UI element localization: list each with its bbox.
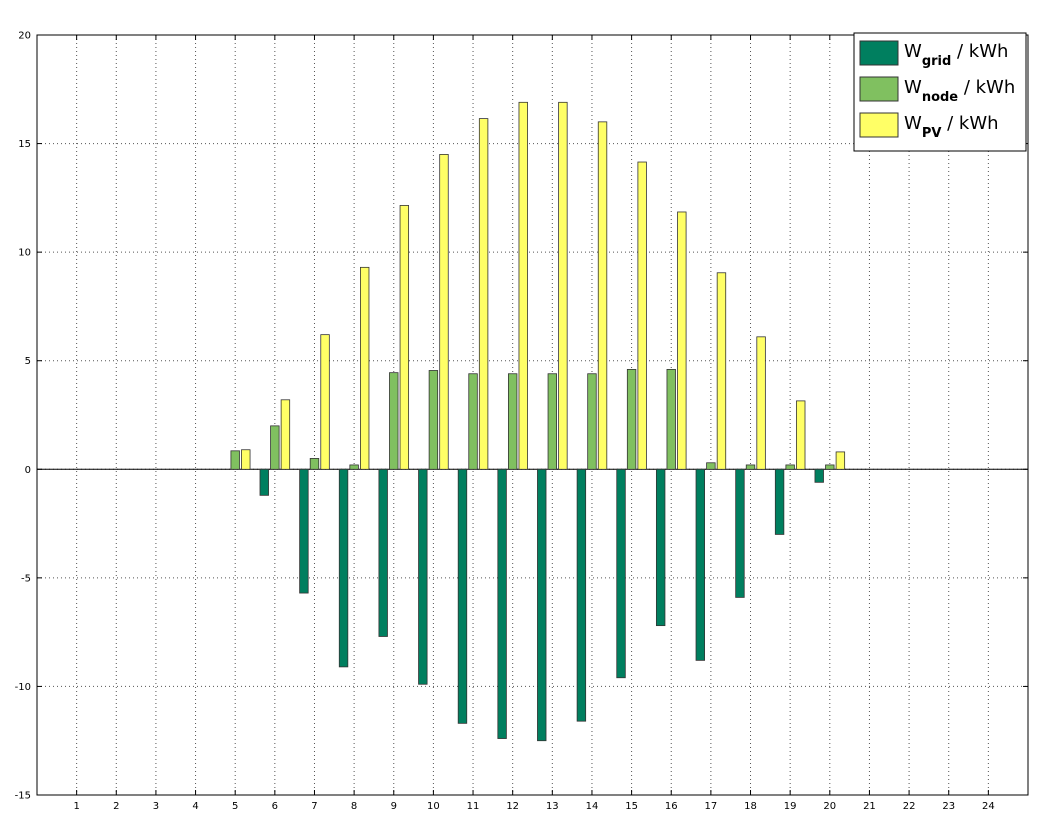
bar-grid-9 xyxy=(378,468,388,637)
bar-node-15 xyxy=(626,368,637,470)
bar-pv-11 xyxy=(478,118,489,470)
y-tick-label: 10 xyxy=(18,248,31,259)
bar-pv-14 xyxy=(597,121,608,470)
x-tick-label: 15 xyxy=(625,801,638,812)
x-tick-label: 4 xyxy=(192,801,198,812)
bar-pv-13 xyxy=(558,101,568,470)
bar-grid-17 xyxy=(695,468,705,661)
bar-grid-13 xyxy=(537,468,547,742)
bar-pv-8 xyxy=(360,266,370,470)
bar-grid-19 xyxy=(774,468,785,535)
bar-pv-10 xyxy=(439,154,449,470)
legend-label-grid: Wgrid / kWh xyxy=(904,41,1008,69)
bar-node-5 xyxy=(230,450,240,470)
legend-swatch-grid xyxy=(859,40,899,66)
bar-pv-6 xyxy=(280,399,291,470)
bar-grid-11 xyxy=(457,468,468,724)
y-tick-label: 15 xyxy=(18,139,31,150)
bar-pv-7 xyxy=(320,334,330,470)
bar-pv-16 xyxy=(677,211,687,470)
x-tick-label: 1 xyxy=(73,801,79,812)
bar-grid-8 xyxy=(338,468,349,668)
x-tick-label: 3 xyxy=(153,801,159,812)
x-tick-label: 11 xyxy=(467,801,480,812)
y-tick-label: -10 xyxy=(15,682,31,693)
bar-node-13 xyxy=(547,373,558,470)
legend: Wgrid / kWh Wnode / kWh WPV / kWh xyxy=(853,32,1027,152)
bar-node-14 xyxy=(587,373,597,470)
y-tick-label: -15 xyxy=(15,791,31,802)
x-tick-label: 2 xyxy=(113,801,119,812)
plot-frame xyxy=(36,34,1029,796)
y-tick-label: -5 xyxy=(21,573,31,584)
bar-grid-14 xyxy=(576,468,587,722)
bar-node-10 xyxy=(428,370,439,470)
x-tick-label: 9 xyxy=(391,801,397,812)
bar-pv-12 xyxy=(518,101,528,470)
bar-grid-12 xyxy=(497,468,507,739)
x-tick-label: 12 xyxy=(506,801,519,812)
bar-pv-18 xyxy=(756,336,766,470)
bar-grid-7 xyxy=(299,468,309,594)
bar-grid-16 xyxy=(655,468,666,627)
bar-pv-19 xyxy=(796,400,806,470)
x-tick-label: 8 xyxy=(351,801,357,812)
x-tick-label: 24 xyxy=(982,801,995,812)
x-tick-label: 22 xyxy=(903,801,916,812)
legend-swatch-node xyxy=(859,76,899,102)
y-tick-label: 20 xyxy=(18,31,31,42)
x-tick-label: 19 xyxy=(784,801,797,812)
bar-pv-15 xyxy=(637,161,647,470)
x-tick-label: 23 xyxy=(942,801,955,812)
bar-node-7 xyxy=(309,458,320,470)
bar-node-11 xyxy=(468,373,478,470)
bar-grid-10 xyxy=(418,468,428,685)
bar-node-6 xyxy=(270,425,280,470)
x-tick-label: 14 xyxy=(586,801,599,812)
bar-node-20 xyxy=(825,464,835,470)
legend-swatch-pv xyxy=(859,112,899,138)
x-tick-label: 16 xyxy=(665,801,678,812)
bar-grid-6 xyxy=(259,468,269,496)
bar-node-8 xyxy=(349,464,359,470)
x-tick-label: 17 xyxy=(705,801,718,812)
x-tick-label: 18 xyxy=(744,801,757,812)
bar-grid-18 xyxy=(735,468,745,598)
bar-pv-5 xyxy=(241,449,251,470)
bar-grid-15 xyxy=(616,468,626,679)
x-tick-label: 5 xyxy=(232,801,238,812)
x-tick-label: 13 xyxy=(546,801,559,812)
x-tick-label: 21 xyxy=(863,801,876,812)
bar-node-9 xyxy=(389,372,399,470)
legend-label-node: Wnode / kWh xyxy=(904,77,1015,105)
y-tick-label: 5 xyxy=(25,356,31,367)
bar-pv-17 xyxy=(716,272,727,470)
bars xyxy=(230,101,846,742)
legend-label-pv: WPV / kWh xyxy=(904,113,999,141)
bar-pv-20 xyxy=(835,451,846,470)
bar-node-19 xyxy=(785,464,795,470)
x-tick-labels: 1 2 3 4 5 6 7 8 9 10 11 12 13 14 15 16 17 18 19 20 21 22 23 24 xyxy=(73,801,994,812)
x-tick-label: 10 xyxy=(427,801,440,812)
bar-node-12 xyxy=(507,373,518,470)
bar-pv-9 xyxy=(399,205,410,470)
bar-node-18 xyxy=(745,464,756,470)
y-tick-label: 0 xyxy=(25,465,31,476)
x-tick-label: 6 xyxy=(272,801,278,812)
ticks xyxy=(37,34,1028,796)
x-tick-label: 20 xyxy=(823,801,836,812)
y-tick-labels: -15 -10 -5 0 5 10 15 20 xyxy=(15,31,31,802)
bar-node-17 xyxy=(706,462,716,470)
bar-node-16 xyxy=(666,368,676,470)
bar-grid-20 xyxy=(814,468,824,483)
x-tick-label: 7 xyxy=(311,801,317,812)
